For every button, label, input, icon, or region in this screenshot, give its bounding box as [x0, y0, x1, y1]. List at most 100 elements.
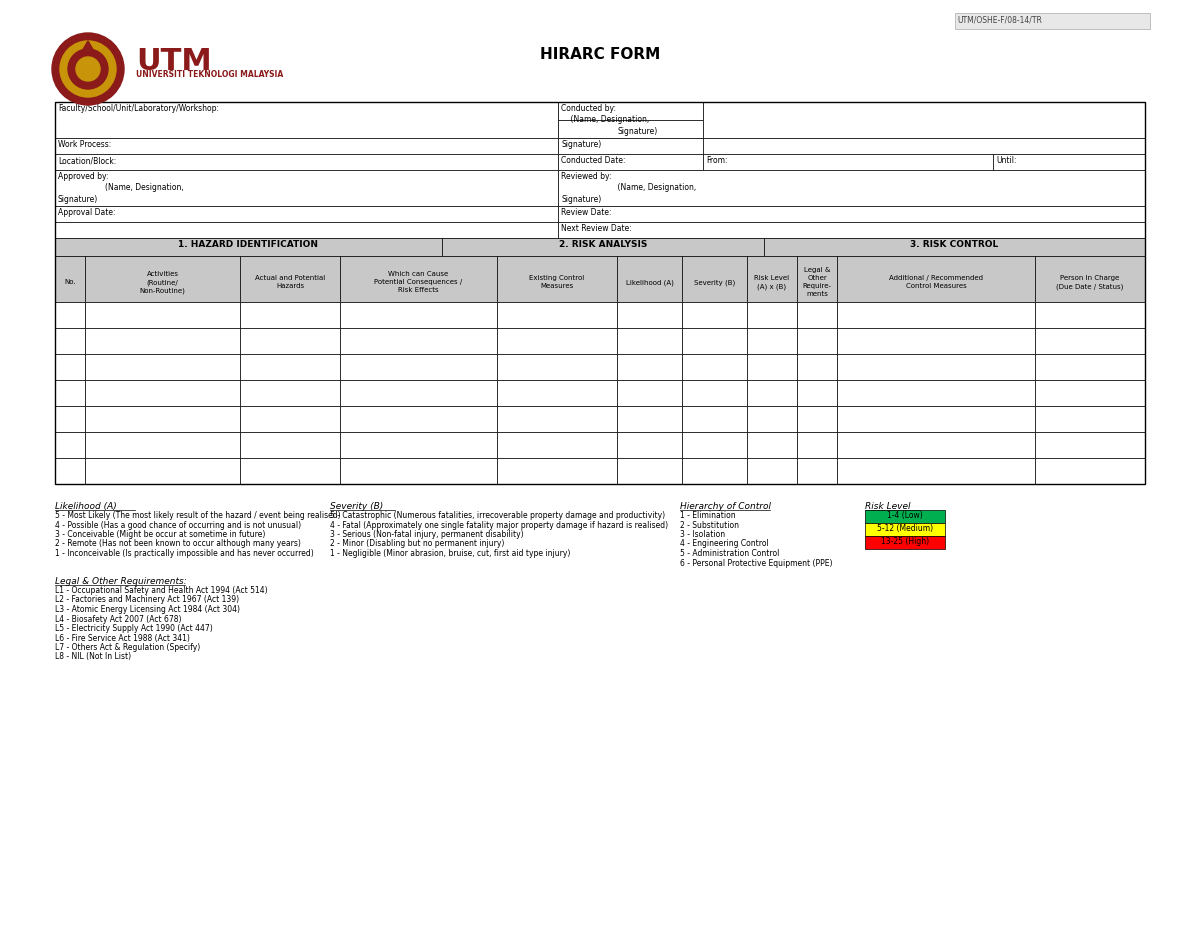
Bar	[746, 380, 797, 406]
Bar	[497, 380, 617, 406]
Text: 2 - Minor (Disabling but no permanent injury): 2 - Minor (Disabling but no permanent in…	[330, 540, 504, 549]
Bar	[746, 458, 797, 484]
Bar	[55, 354, 85, 380]
Text: L1 - Occupational Safety and Health Act 1994 (Act 514): L1 - Occupational Safety and Health Act …	[55, 586, 268, 595]
Bar	[55, 432, 85, 458]
Bar	[682, 256, 746, 302]
Bar	[85, 302, 240, 328]
Bar	[764, 238, 1145, 256]
Bar	[442, 238, 764, 256]
Bar	[85, 458, 240, 484]
Bar	[340, 458, 497, 484]
Text: Work Process:: Work Process:	[58, 140, 112, 149]
Bar	[797, 380, 838, 406]
Text: 1 - Inconceivable (Is practically impossible and has never occurred): 1 - Inconceivable (Is practically imposs…	[55, 549, 313, 558]
Bar	[55, 102, 1145, 484]
Bar	[746, 406, 797, 432]
Bar	[1034, 302, 1145, 328]
Text: Risk Effects: Risk Effects	[398, 287, 439, 293]
Bar	[865, 536, 946, 549]
Bar	[746, 432, 797, 458]
Text: L6 - Fire Service Act 1988 (Act 341): L6 - Fire Service Act 1988 (Act 341)	[55, 633, 190, 642]
Text: Measures: Measures	[540, 283, 574, 289]
Bar	[55, 328, 85, 354]
Bar	[240, 380, 340, 406]
Text: Signature): Signature)	[618, 127, 658, 136]
Text: 3 - Conceivable (Might be occur at sometime in future): 3 - Conceivable (Might be occur at somet…	[55, 530, 265, 539]
Bar	[340, 406, 497, 432]
Bar	[55, 222, 558, 238]
Text: (Name, Designation,: (Name, Designation,	[562, 115, 649, 124]
Bar	[85, 432, 240, 458]
Bar	[55, 458, 85, 484]
Bar	[497, 458, 617, 484]
Text: Location/Block:: Location/Block:	[58, 156, 116, 165]
Bar	[617, 256, 682, 302]
Bar	[617, 328, 682, 354]
Text: No.: No.	[64, 279, 76, 285]
Bar	[55, 102, 558, 138]
Text: Activities: Activities	[146, 271, 179, 277]
Text: L4 - Biosafety Act 2007 (Act 678): L4 - Biosafety Act 2007 (Act 678)	[55, 615, 181, 624]
Text: 5 - Most Likely (The most likely result of the hazard / event being realised): 5 - Most Likely (The most likely result …	[55, 511, 341, 520]
Bar	[1034, 406, 1145, 432]
Bar	[55, 238, 442, 256]
Bar	[838, 328, 1034, 354]
Text: Risk Level: Risk Level	[865, 502, 911, 511]
Text: 5 - Catastrophic (Numerous fatalities, irrecoverable property damage and product: 5 - Catastrophic (Numerous fatalities, i…	[330, 511, 665, 520]
Text: UTM: UTM	[136, 47, 211, 76]
Bar	[617, 432, 682, 458]
Bar	[340, 432, 497, 458]
Text: ments: ments	[806, 291, 828, 297]
Bar	[55, 406, 85, 432]
Text: Signature): Signature)	[58, 195, 98, 204]
Text: Reviewed by:: Reviewed by:	[562, 172, 612, 181]
Text: 13-25 (High): 13-25 (High)	[881, 537, 929, 546]
Bar	[797, 406, 838, 432]
Bar	[1034, 328, 1145, 354]
Circle shape	[60, 41, 116, 97]
Bar	[497, 302, 617, 328]
Bar	[838, 302, 1034, 328]
Bar	[797, 256, 838, 302]
Text: Likelihood (A): Likelihood (A)	[55, 502, 116, 511]
Text: 3. RISK CONTROL: 3. RISK CONTROL	[911, 240, 998, 249]
Circle shape	[52, 33, 124, 105]
Text: From:: From:	[706, 156, 727, 165]
Bar	[558, 154, 703, 170]
Text: 4 - Engineering Control: 4 - Engineering Control	[680, 540, 769, 549]
Bar	[703, 154, 994, 170]
Text: Severity (B): Severity (B)	[330, 502, 383, 511]
Text: Review Date:: Review Date:	[562, 208, 612, 217]
Text: Signature): Signature)	[562, 195, 601, 204]
Circle shape	[68, 49, 108, 89]
Bar	[838, 406, 1034, 432]
Text: 1 - Elimination: 1 - Elimination	[680, 511, 736, 520]
Text: Require-: Require-	[803, 283, 832, 289]
Bar	[838, 380, 1034, 406]
Bar	[617, 458, 682, 484]
Text: Legal &: Legal &	[804, 267, 830, 273]
Bar	[838, 432, 1034, 458]
Bar	[55, 206, 558, 222]
Text: 2 - Remote (Has not been known to occur although many years): 2 - Remote (Has not been known to occur …	[55, 540, 301, 549]
Bar	[558, 120, 703, 138]
Text: Severity (B): Severity (B)	[694, 279, 736, 286]
Text: (Due Date / Status): (Due Date / Status)	[1056, 283, 1123, 289]
Bar	[85, 354, 240, 380]
Bar	[682, 328, 746, 354]
Text: Hierarchy of Control: Hierarchy of Control	[680, 502, 772, 511]
Text: Conducted Date:: Conducted Date:	[562, 156, 625, 165]
Bar	[558, 138, 703, 154]
Bar	[558, 170, 1145, 206]
Bar	[797, 354, 838, 380]
Text: 5 - Administration Control: 5 - Administration Control	[680, 549, 779, 558]
Text: L7 - Others Act & Regulation (Specify): L7 - Others Act & Regulation (Specify)	[55, 643, 200, 652]
Bar	[55, 138, 558, 154]
Text: Control Measures: Control Measures	[906, 283, 966, 289]
Bar	[340, 302, 497, 328]
Bar	[240, 432, 340, 458]
Bar	[797, 432, 838, 458]
Bar	[746, 302, 797, 328]
Text: 6 - Personal Protective Equipment (PPE): 6 - Personal Protective Equipment (PPE)	[680, 558, 833, 567]
